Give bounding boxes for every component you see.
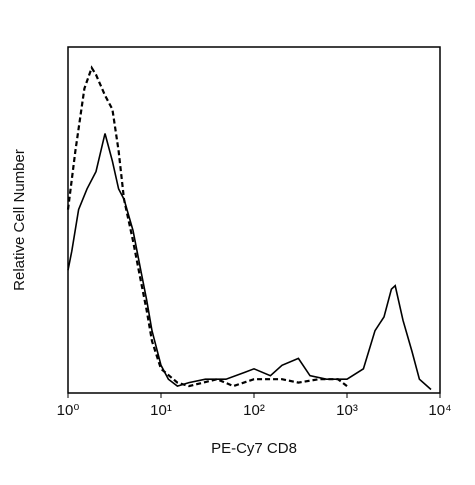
plot-frame <box>67 46 441 394</box>
histogram-line <box>66 65 348 388</box>
x-axis-label: PE-Cy7 CD8 <box>211 440 297 457</box>
x-tick-label: 10² <box>243 402 265 419</box>
histogram-line <box>67 133 432 391</box>
x-tick-label: 10⁴ <box>428 402 451 419</box>
y-axis-label: Relative Cell Number <box>11 149 28 291</box>
x-tick-label: 10⁰ <box>57 402 80 419</box>
x-tick-label: 10¹ <box>150 402 172 419</box>
x-tick-label: 10³ <box>336 402 358 419</box>
